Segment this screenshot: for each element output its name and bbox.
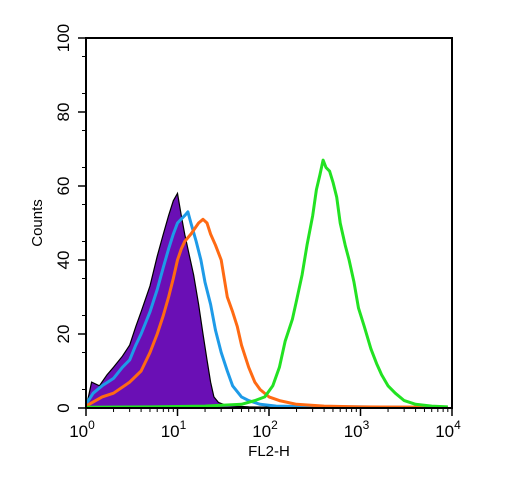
series-3-line (85, 158, 448, 409)
x-tick-label: 102 (252, 418, 278, 441)
y-axis-ticks: 0 20 40 60 80 100 (54, 24, 86, 413)
y-tick-label: 0 (54, 403, 73, 412)
y-tick-label: 100 (54, 24, 73, 52)
series-layer (84, 158, 448, 409)
x-axis-ticks: 100 101 102 103 104 (69, 408, 461, 441)
x-tick-label: 101 (161, 418, 187, 441)
y-axis-label: Counts (29, 199, 46, 247)
y-tick-label: 60 (54, 177, 73, 196)
series-0-area (85, 191, 448, 409)
x-axis-label: FL2-H (248, 443, 290, 460)
y-tick-label: 40 (54, 251, 73, 270)
x-tick-label: 100 (69, 418, 95, 441)
y-tick-label: 80 (54, 103, 73, 122)
x-tick-label: 103 (344, 418, 370, 441)
series-1-line (84, 210, 448, 409)
x-tick-label: 104 (435, 418, 461, 441)
y-tick-label: 20 (54, 325, 73, 344)
